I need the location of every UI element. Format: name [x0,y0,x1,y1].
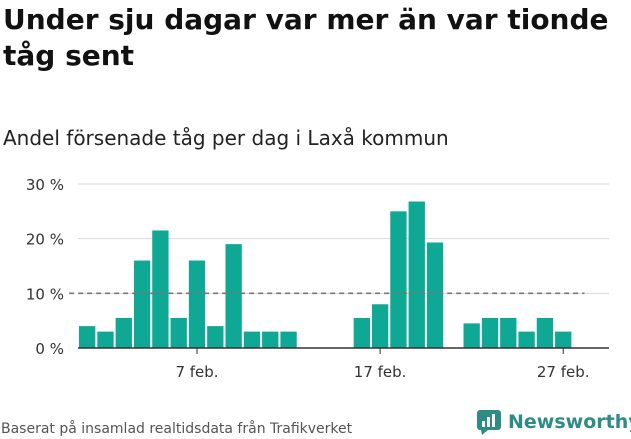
bar [463,323,480,348]
bar [133,260,151,348]
x-tick-label: 27 feb. [537,363,590,381]
bar [426,242,444,348]
bar [207,326,224,348]
y-tick-label: 30 % [26,176,64,194]
bar [481,317,499,348]
bar [536,317,554,348]
bar [115,317,132,348]
bar [262,331,279,348]
bar [408,201,425,348]
bar [225,244,242,348]
y-tick-label: 10 % [26,285,64,303]
bar [188,260,206,348]
chart-subtitle: Andel försenade tåg per dag i Laxå kommu… [3,126,449,150]
axes: 0 % 10 % 20 % 30 % 7 feb. 17 feb. 27 feb. [26,176,609,381]
y-tick-label: 0 % [35,340,64,358]
bar [280,331,297,348]
bar [500,317,517,348]
bar [170,317,187,348]
bars [79,201,572,348]
bar [79,326,96,348]
bar [97,331,114,348]
brand-logo: Newsworthy [476,408,631,436]
x-tick-label: 17 feb. [354,363,407,381]
bar [371,304,389,348]
brand-name: Newsworthy [508,411,631,433]
bar [152,230,169,348]
bar [518,331,535,348]
x-tick-label: 7 feb. [175,363,218,381]
bar-chart: 0 % 10 % 20 % 30 % 7 feb. 17 feb. 27 feb. [26,176,609,381]
y-tick-label: 20 % [26,231,64,249]
chart-title: Under sju dagar var mer än var tionde tå… [3,3,609,72]
newsworthy-logo-icon [477,410,501,435]
source-note: Baserat på insamlad realtidsdata från Tr… [1,421,353,437]
bar [353,317,370,348]
bar [390,211,407,348]
bar [555,331,572,348]
bar [243,331,261,348]
